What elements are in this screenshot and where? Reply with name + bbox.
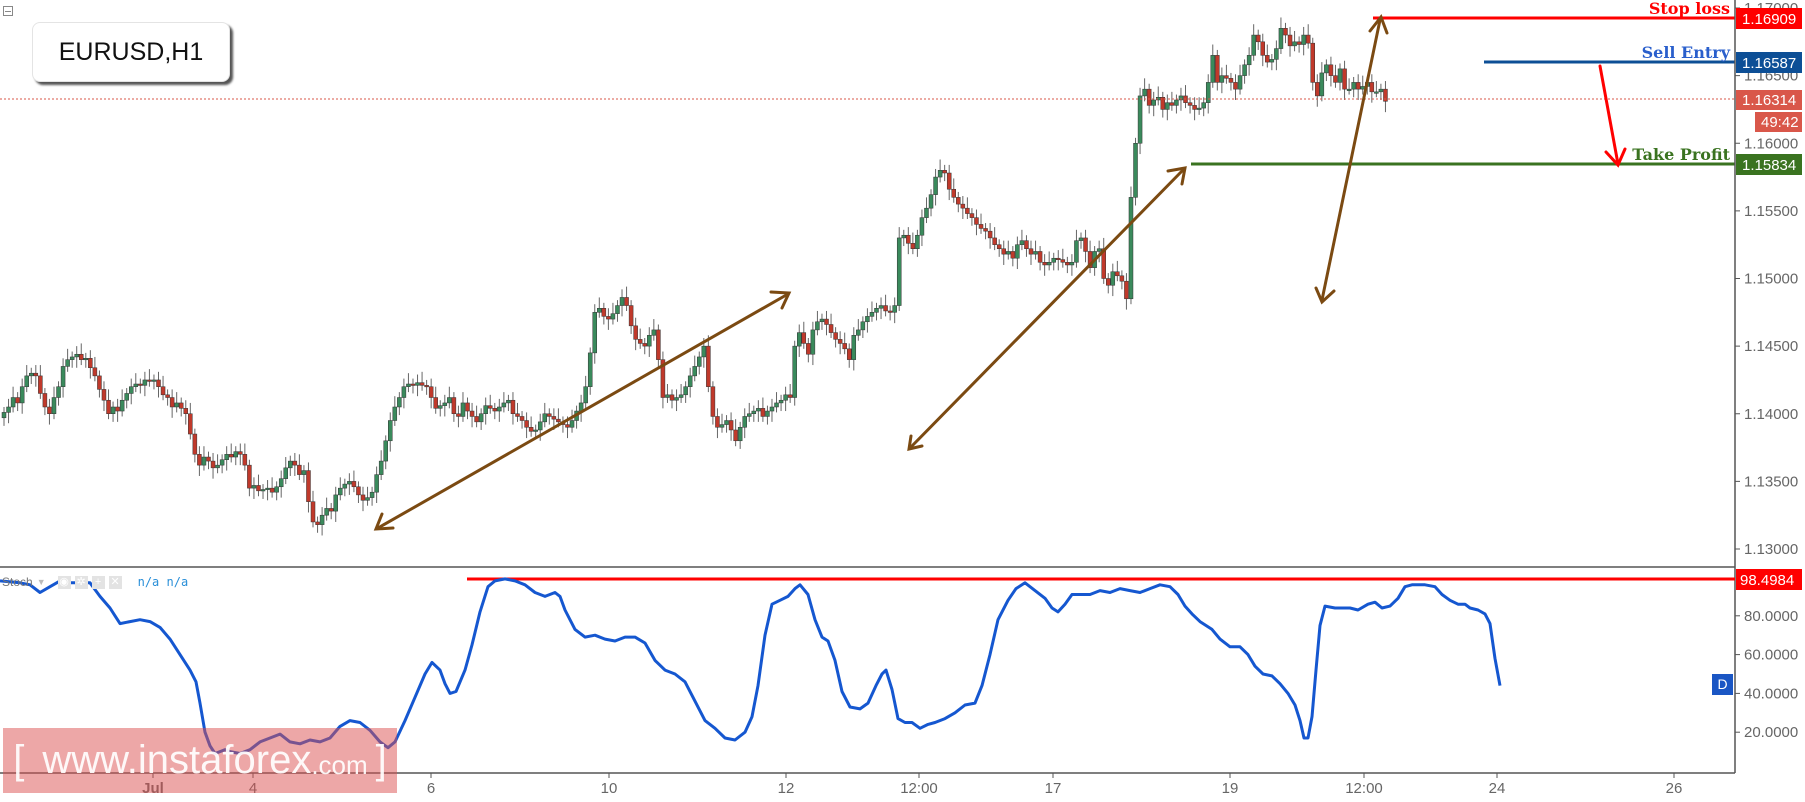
time-tick-label: 12 <box>778 780 795 797</box>
watermark-suffix: .com <box>311 750 368 780</box>
candlestick-series <box>1 17 1388 536</box>
stoch-tick-label: 80.0000 <box>1744 608 1798 625</box>
time-tick-label: 12:00 <box>900 780 938 797</box>
plus-icon[interactable]: + <box>91 575 105 589</box>
price-tick-label: 1.14500 <box>1744 338 1798 355</box>
stoch-axis[interactable]: 80.0000 60.0000 40.0000 20.0000 <box>1735 608 1798 741</box>
time-tick-label: 26 <box>1666 780 1683 797</box>
price-tick-label: 1.14000 <box>1744 406 1798 423</box>
stoch-legend: Stoch ▼ ◉ ✲ + ✕ n/a n/a <box>2 575 188 589</box>
time-tick-label: 6 <box>427 780 435 797</box>
stoch-tick-label: 60.0000 <box>1744 647 1798 664</box>
svg-text:1.16587: 1.16587 <box>1742 55 1796 72</box>
sell-entry-label: Sell Entry <box>1642 43 1731 62</box>
sell-entry-price-tag: 1.16587 <box>1736 52 1802 73</box>
gear-icon[interactable]: ✲ <box>74 575 88 589</box>
double-arrow-icon-1 <box>373 290 792 531</box>
stoch-tick-label: 20.0000 <box>1744 724 1798 741</box>
current-price-tag: 1.16314 <box>1736 90 1802 110</box>
time-tick-label: 24 <box>1489 780 1506 797</box>
chevron-down-icon[interactable]: ▼ <box>36 577 46 587</box>
watermark-text: www.instaforex <box>42 738 312 782</box>
price-tick-label: 1.13500 <box>1744 473 1798 490</box>
svg-text:1.16909: 1.16909 <box>1742 11 1796 28</box>
countdown-tag: 49:42 <box>1755 112 1802 132</box>
stop-loss-price-tag: 1.16909 <box>1736 8 1802 29</box>
time-tick-label: 10 <box>601 780 618 797</box>
watermark: [ www.instaforex .com ] <box>3 728 397 793</box>
svg-text:1.16314: 1.16314 <box>1742 92 1796 109</box>
symbol-label: EURUSD,H1 <box>32 22 230 82</box>
sell-arrow-icon <box>1598 64 1627 168</box>
svg-text:49:42: 49:42 <box>1761 114 1799 131</box>
price-axis[interactable]: 1.170001.165001.160001.155001.150001.145… <box>1735 0 1798 558</box>
close-icon[interactable]: ✕ <box>108 575 122 589</box>
stoch-name[interactable]: Stoch <box>2 575 33 589</box>
price-tick-label: 1.13000 <box>1744 541 1798 558</box>
price-tick-label: 1.16000 <box>1744 135 1798 152</box>
price-tick-label: 1.15500 <box>1744 203 1798 220</box>
watermark-bracket-open: [ <box>13 738 25 782</box>
d-badge[interactable]: D <box>1712 674 1733 695</box>
time-tick-label: 19 <box>1222 780 1239 797</box>
collapse-icon[interactable] <box>3 6 13 16</box>
stoch-tick-label: 40.0000 <box>1744 685 1798 702</box>
price-tick-label: 1.15000 <box>1744 271 1798 288</box>
svg-text:98.4984: 98.4984 <box>1740 572 1794 589</box>
time-tick-label: 17 <box>1045 780 1062 797</box>
svg-text:1.15834: 1.15834 <box>1742 157 1796 174</box>
trend-arrows <box>373 13 1389 531</box>
symbol-text: EURUSD,H1 <box>58 37 204 66</box>
stoch-values: n/a n/a <box>137 575 189 589</box>
double-arrow-icon-2 <box>907 166 1187 451</box>
time-tick-label: 12:00 <box>1345 780 1383 797</box>
eye-icon[interactable]: ◉ <box>57 575 71 589</box>
double-arrow-icon-3 <box>1314 13 1389 305</box>
take-profit-label: Take Profit <box>1632 145 1730 164</box>
stop-loss-label: Stop loss <box>1649 0 1730 18</box>
take-profit-price-tag: 1.15834 <box>1736 154 1802 175</box>
watermark-bracket-close: ] <box>375 738 387 782</box>
stoch-level-tag: 98.4984 <box>1736 569 1802 590</box>
